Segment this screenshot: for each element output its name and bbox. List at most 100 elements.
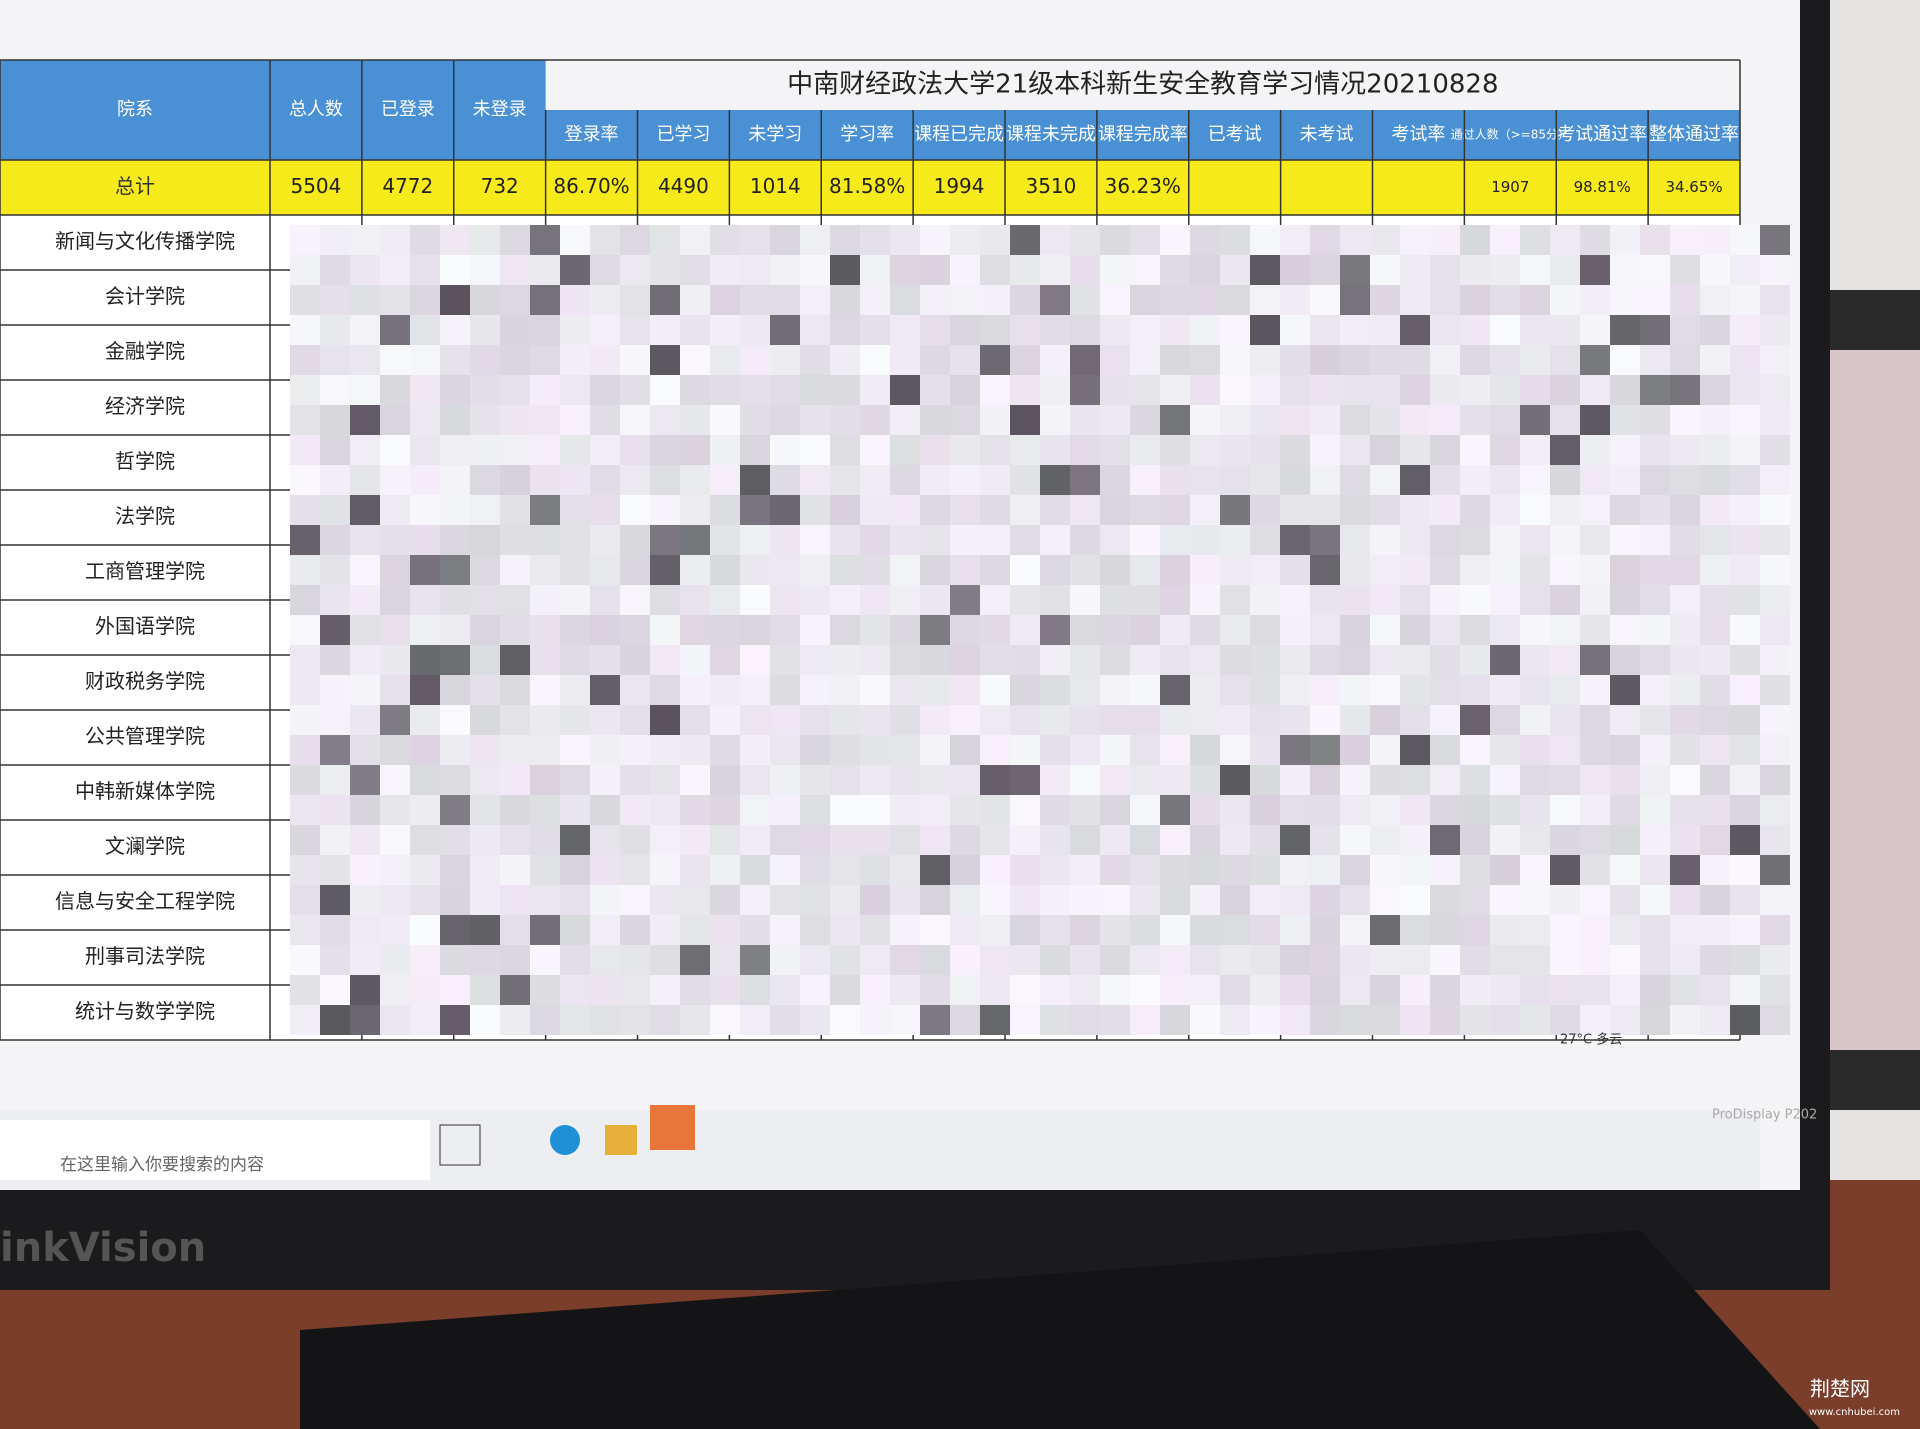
mosaic-tile: [320, 615, 350, 645]
mosaic-tile: [1250, 375, 1280, 405]
column-header: 考试通过率: [1557, 124, 1647, 145]
mosaic-tile: [620, 525, 650, 555]
mosaic-tile: [770, 795, 800, 825]
mosaic-tile: [1040, 465, 1070, 495]
mosaic-tile: [1400, 375, 1430, 405]
mosaic-tile: [1400, 855, 1430, 885]
mosaic-tile: [1730, 735, 1760, 765]
mosaic-tile: [860, 885, 890, 915]
mosaic-tile: [980, 1005, 1010, 1035]
mosaic-tile: [350, 345, 380, 375]
mosaic-tile: [830, 825, 860, 855]
mosaic-tile: [560, 315, 590, 345]
mosaic-tile: [1670, 555, 1700, 585]
mosaic-tile: [290, 255, 320, 285]
edge-icon[interactable]: [550, 1125, 580, 1155]
mosaic-tile: [1280, 645, 1310, 675]
mosaic-tile: [920, 615, 950, 645]
mosaic-tile: [1370, 855, 1400, 885]
mosaic-tile: [530, 405, 560, 435]
mosaic-tile: [1220, 795, 1250, 825]
mosaic-tile: [1070, 945, 1100, 975]
mosaic-tile: [830, 315, 860, 345]
mosaic-tile: [1220, 675, 1250, 705]
mosaic-tile: [620, 735, 650, 765]
mosaic-tile: [890, 795, 920, 825]
mosaic-tile: [1370, 435, 1400, 465]
mosaic-tile: [500, 765, 530, 795]
mosaic-tile: [1730, 1005, 1760, 1035]
mosaic-tile: [590, 885, 620, 915]
mosaic-tile: [680, 225, 710, 255]
mosaic-tile: [1760, 255, 1790, 285]
mosaic-tile: [1160, 915, 1190, 945]
mosaic-tile: [440, 915, 470, 945]
mosaic-tile: [620, 795, 650, 825]
mosaic-tile: [1250, 645, 1280, 675]
search-box[interactable]: [0, 1120, 430, 1180]
mosaic-tile: [800, 255, 830, 285]
mosaic-tile: [830, 585, 860, 615]
mosaic-tile: [1250, 585, 1280, 615]
department-name: 工商管理学院: [85, 559, 205, 583]
mosaic-tile: [1580, 705, 1610, 735]
mosaic-tile: [350, 705, 380, 735]
mosaic-tile: [350, 525, 380, 555]
mosaic: [290, 225, 1790, 1035]
mosaic-tile: [1160, 735, 1190, 765]
mosaic-tile: [470, 465, 500, 495]
mosaic-tile: [350, 315, 380, 345]
mosaic-tile: [530, 615, 560, 645]
mosaic-tile: [410, 525, 440, 555]
mosaic-tile: [1040, 255, 1070, 285]
mosaic-tile: [680, 675, 710, 705]
mosaic-tile: [320, 465, 350, 495]
mosaic-tile: [980, 435, 1010, 465]
mosaic-tile: [410, 885, 440, 915]
mosaic-tile: [1640, 525, 1670, 555]
explorer-icon[interactable]: [605, 1125, 637, 1155]
mosaic-tile: [1640, 255, 1670, 285]
mosaic-tile: [1700, 885, 1730, 915]
mosaic-tile: [1040, 345, 1070, 375]
mosaic-tile: [680, 855, 710, 885]
mosaic-tile: [1700, 855, 1730, 885]
mosaic-tile: [1400, 885, 1430, 915]
mosaic-tile: [710, 495, 740, 525]
mosaic-tile: [1760, 465, 1790, 495]
mosaic-tile: [890, 375, 920, 405]
mosaic-tile: [1430, 225, 1460, 255]
mosaic-tile: [620, 315, 650, 345]
mosaic-tile: [1520, 675, 1550, 705]
mosaic-tile: [1280, 285, 1310, 315]
mosaic-tile: [1220, 285, 1250, 315]
mosaic-tile: [380, 345, 410, 375]
mosaic-tile: [1340, 1005, 1370, 1035]
mosaic-tile: [1430, 825, 1460, 855]
mosaic-tile: [950, 345, 980, 375]
mosaic-tile: [1220, 375, 1250, 405]
mosaic-tile: [1610, 525, 1640, 555]
mosaic-tile: [1130, 315, 1160, 345]
mosaic-tile: [1190, 375, 1220, 405]
mosaic-tile: [1340, 705, 1370, 735]
mosaic-tile: [500, 855, 530, 885]
mosaic-tile: [1280, 1005, 1310, 1035]
mosaic-tile: [470, 315, 500, 345]
mosaic-tile: [1280, 225, 1310, 255]
task-view[interactable]: [439, 1124, 481, 1166]
mosaic-tile: [740, 795, 770, 825]
mosaic-tile: [410, 345, 440, 375]
mosaic-tile: [410, 615, 440, 645]
mosaic-tile: [1520, 525, 1550, 555]
mosaic-tile: [740, 435, 770, 465]
mosaic-tile: [1580, 225, 1610, 255]
mosaic-tile: [920, 465, 950, 495]
wechat-icon[interactable]: [650, 1105, 695, 1150]
mosaic-tile: [1070, 555, 1100, 585]
mosaic-tile: [1370, 375, 1400, 405]
mosaic-tile: [590, 675, 620, 705]
mosaic-tile: [1370, 705, 1400, 735]
mosaic-tile: [590, 825, 620, 855]
mosaic-tile: [1670, 255, 1700, 285]
